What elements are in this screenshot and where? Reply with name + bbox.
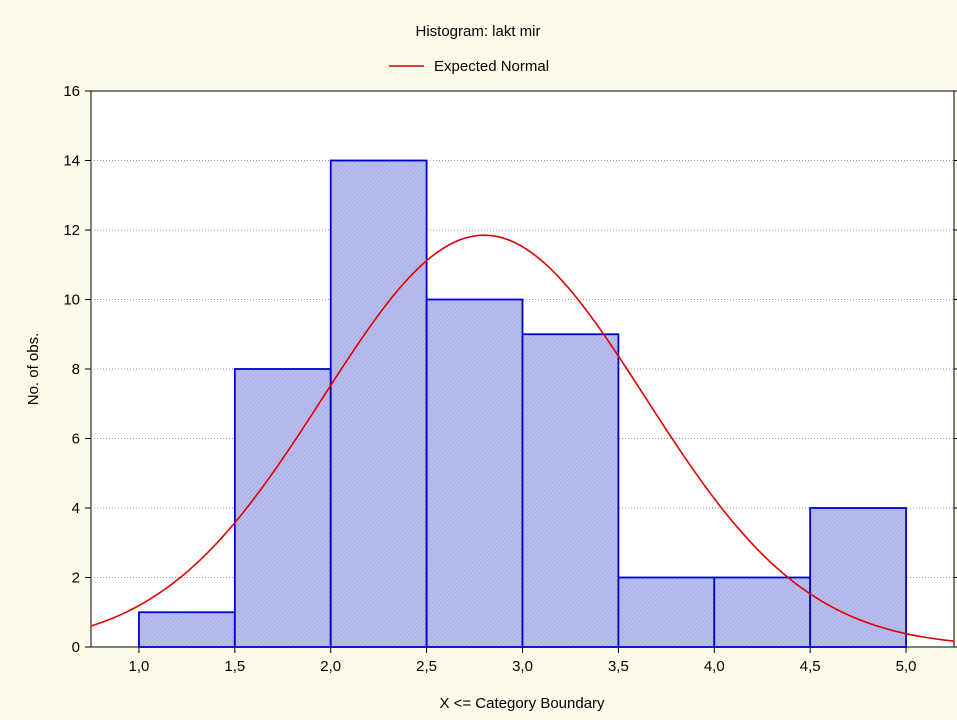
histogram-bar bbox=[617, 576, 716, 648]
bars bbox=[138, 159, 907, 648]
legend-label-expected-normal: Expected Normal bbox=[434, 58, 549, 75]
x-tick-label: 5,0 bbox=[896, 658, 917, 675]
y-tick-label: 2 bbox=[72, 570, 80, 587]
x-tick-label: 2,5 bbox=[416, 658, 437, 675]
histogram-bar bbox=[138, 611, 236, 648]
x-tick-label: 3,5 bbox=[608, 658, 629, 675]
y-tick-label: 14 bbox=[63, 153, 80, 170]
x-tick-label: 4,5 bbox=[800, 658, 821, 675]
y-tick-label: 6 bbox=[72, 431, 80, 448]
y-tick-label: 4 bbox=[72, 500, 80, 517]
y-tick-label: 0 bbox=[72, 639, 80, 656]
y-axis-ticks: 0 2 4 6 8 10 12 14 16 bbox=[63, 83, 957, 656]
x-axis-label: X <= Category Boundary bbox=[439, 695, 605, 712]
x-tick-label: 1,5 bbox=[224, 658, 245, 675]
y-tick-label: 8 bbox=[72, 361, 80, 378]
x-axis-ticks: 1,0 1,5 2,0 2,5 3,0 3,5 4,0 4,5 5,0 bbox=[129, 647, 917, 675]
histogram-bar bbox=[425, 298, 524, 648]
x-tick-label: 4,0 bbox=[704, 658, 725, 675]
y-tick-label: 10 bbox=[63, 292, 80, 309]
x-tick-label: 3,0 bbox=[512, 658, 533, 675]
legend: Expected Normal bbox=[389, 58, 549, 75]
histogram-bar bbox=[521, 333, 620, 648]
expected-normal-curve bbox=[90, 234, 955, 642]
y-tick-label: 16 bbox=[63, 83, 80, 100]
x-tick-label: 2,0 bbox=[320, 658, 341, 675]
histogram-bar bbox=[329, 159, 428, 648]
histogram-bar bbox=[233, 368, 332, 648]
y-tick-label: 12 bbox=[63, 222, 80, 239]
x-tick-label: 1,0 bbox=[129, 658, 150, 675]
y-axis-label: No. of obs. bbox=[25, 333, 42, 406]
histogram-bar bbox=[809, 507, 907, 648]
chart-title: Histogram: lakt mir bbox=[415, 23, 540, 40]
histogram-bar bbox=[713, 576, 812, 648]
